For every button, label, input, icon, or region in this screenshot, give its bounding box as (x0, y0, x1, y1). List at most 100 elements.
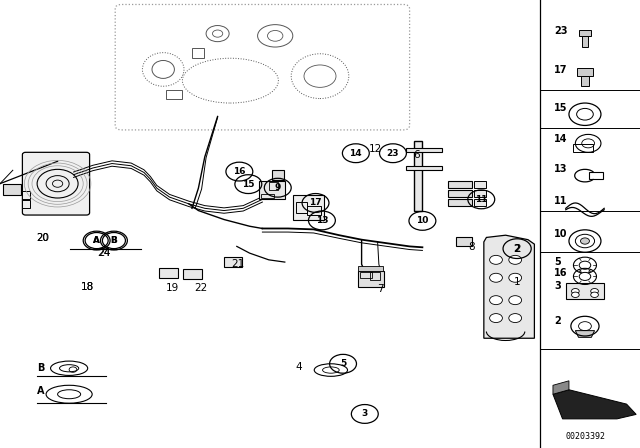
Bar (414, 141, 422, 211)
Text: 6: 6 (413, 150, 420, 159)
Text: 5: 5 (554, 257, 561, 267)
Text: 8: 8 (468, 242, 475, 252)
Bar (192, 48, 204, 58)
Bar (474, 181, 486, 188)
Bar (224, 257, 242, 267)
Bar (183, 269, 202, 279)
Bar (293, 195, 324, 220)
Polygon shape (484, 235, 534, 338)
Circle shape (490, 314, 502, 323)
Text: 15: 15 (242, 180, 255, 189)
Bar (259, 181, 285, 199)
Text: 16: 16 (554, 268, 568, 278)
Bar (159, 268, 178, 278)
Polygon shape (553, 390, 636, 419)
Bar (360, 272, 372, 278)
Circle shape (577, 108, 593, 120)
Text: 00203392: 00203392 (566, 432, 605, 441)
Text: 14: 14 (554, 134, 568, 144)
Text: 16: 16 (233, 167, 246, 176)
Text: B: B (111, 236, 117, 245)
Text: 9: 9 (275, 183, 281, 192)
Bar (358, 266, 383, 271)
Text: A: A (37, 386, 45, 396)
Text: 3: 3 (362, 409, 368, 418)
Bar (474, 190, 486, 197)
Text: 24: 24 (98, 248, 111, 258)
Bar (261, 194, 274, 198)
Bar (307, 206, 321, 215)
Bar (406, 148, 442, 152)
Bar (456, 237, 472, 246)
Bar (582, 36, 588, 47)
Text: A: A (93, 236, 100, 245)
Circle shape (591, 289, 598, 294)
Text: 13: 13 (554, 164, 568, 174)
Text: 20: 20 (36, 233, 49, 243)
Bar (3, 184, 21, 195)
Text: 17: 17 (554, 65, 568, 75)
Circle shape (509, 296, 522, 305)
Bar (296, 202, 307, 213)
Bar (22, 191, 30, 199)
Polygon shape (575, 331, 595, 337)
Text: 10: 10 (416, 216, 429, 225)
Text: B: B (37, 363, 45, 373)
Bar (573, 144, 593, 152)
Polygon shape (553, 381, 569, 394)
Bar (370, 272, 380, 280)
Circle shape (509, 255, 522, 264)
Bar (448, 199, 472, 206)
Text: B: B (111, 236, 117, 245)
Bar (589, 172, 603, 179)
Text: 15: 15 (554, 103, 568, 113)
Text: 11: 11 (554, 196, 568, 206)
Bar (566, 283, 604, 299)
Bar (474, 199, 486, 206)
Text: 18: 18 (81, 282, 93, 292)
Bar (581, 76, 589, 86)
Text: 2: 2 (554, 316, 561, 326)
Text: 23: 23 (387, 149, 399, 158)
Text: 23: 23 (554, 26, 568, 36)
Text: 18: 18 (81, 282, 93, 292)
Text: 13: 13 (316, 216, 328, 225)
Bar (577, 68, 593, 76)
Bar (166, 90, 182, 99)
Circle shape (509, 273, 522, 282)
Circle shape (591, 292, 598, 297)
Text: 10: 10 (554, 229, 568, 239)
FancyBboxPatch shape (22, 152, 90, 215)
Text: A: A (93, 236, 100, 245)
Bar (406, 166, 442, 170)
Bar (448, 181, 472, 188)
Text: 19: 19 (166, 283, 179, 293)
Circle shape (579, 272, 591, 280)
Text: 1: 1 (514, 277, 520, 287)
Bar (269, 182, 278, 190)
Text: 22: 22 (195, 283, 207, 293)
Text: 24: 24 (98, 248, 111, 258)
Text: 21: 21 (231, 259, 244, 269)
Text: 14: 14 (349, 149, 362, 158)
Circle shape (580, 238, 589, 244)
Bar (22, 200, 30, 208)
Bar (448, 190, 472, 197)
Bar (358, 271, 384, 287)
Circle shape (490, 296, 502, 305)
Bar (579, 30, 591, 36)
Text: 2: 2 (514, 244, 520, 254)
Text: 12: 12 (369, 144, 381, 154)
Text: 17: 17 (309, 198, 322, 207)
Text: 4: 4 (296, 362, 302, 372)
Circle shape (490, 273, 502, 282)
Circle shape (572, 289, 579, 294)
Circle shape (509, 314, 522, 323)
Circle shape (572, 292, 579, 297)
Text: 20: 20 (36, 233, 49, 243)
Text: 3: 3 (554, 281, 561, 291)
Circle shape (579, 261, 591, 269)
Text: 11: 11 (475, 195, 488, 204)
Circle shape (490, 255, 502, 264)
Text: 7: 7 (378, 284, 384, 294)
